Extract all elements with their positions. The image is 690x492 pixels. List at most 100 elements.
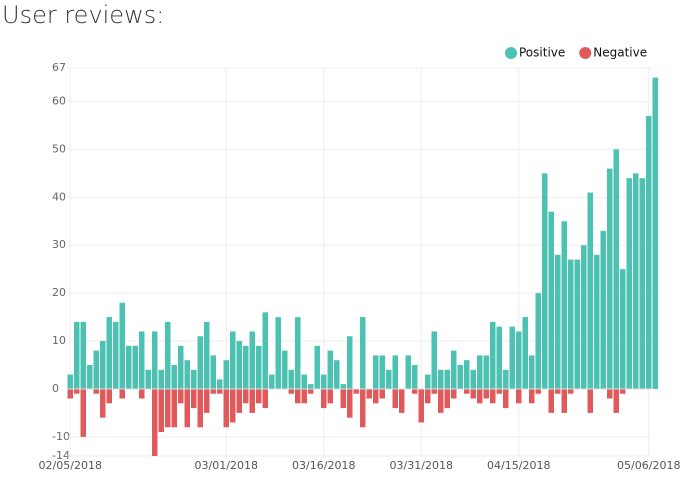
y-tick-label: 40 (52, 190, 66, 203)
bar (145, 369, 151, 389)
bar (262, 312, 268, 389)
bar (477, 388, 483, 404)
bar (503, 388, 509, 409)
bar (295, 317, 301, 389)
bar (652, 77, 658, 389)
bar (93, 388, 99, 394)
bar (607, 388, 613, 399)
bar (626, 178, 632, 389)
bar (483, 388, 489, 399)
bar (555, 254, 561, 389)
y-tick-label: 10 (52, 334, 66, 347)
bar (236, 388, 242, 413)
bar (223, 360, 229, 389)
bar (80, 321, 86, 389)
bar (574, 259, 580, 389)
bar (288, 388, 294, 394)
bar (392, 388, 398, 409)
bar (158, 369, 164, 389)
bar (412, 364, 418, 389)
bar (620, 388, 626, 394)
bar (379, 355, 385, 389)
bar (405, 355, 411, 389)
bar (210, 355, 216, 389)
bar (379, 388, 385, 399)
bar (204, 388, 210, 413)
bar (288, 369, 294, 389)
bar (561, 388, 567, 413)
bar (490, 388, 496, 404)
y-tick-label: 20 (52, 286, 66, 299)
bar (314, 345, 320, 389)
bar (464, 388, 470, 394)
bar (470, 369, 476, 389)
bar (373, 355, 379, 389)
bar (490, 321, 496, 389)
legend-label: Positive (519, 46, 565, 60)
bar (581, 245, 587, 389)
bar (542, 173, 548, 389)
bar (67, 374, 73, 389)
bar (249, 388, 255, 413)
bar (74, 321, 80, 389)
bar (308, 388, 314, 394)
bar (503, 369, 509, 389)
bar (191, 369, 197, 389)
bar (171, 364, 177, 389)
bar (197, 388, 203, 428)
bar (373, 388, 379, 404)
x-tick-label: 03/01/2018 (195, 459, 258, 472)
bar (620, 269, 626, 389)
bar (321, 388, 327, 409)
bar (555, 388, 561, 394)
bar (451, 388, 457, 399)
bar (152, 331, 158, 389)
bar (483, 355, 489, 389)
bar (217, 388, 223, 394)
bar (613, 388, 619, 413)
bar (516, 388, 522, 404)
bar (178, 345, 184, 389)
bar (496, 388, 502, 394)
chart-title: User reviews: (2, 1, 164, 29)
bar (444, 369, 450, 389)
y-tick-label: -14 (52, 449, 70, 462)
bar (178, 388, 184, 404)
bar (334, 360, 340, 389)
bar (243, 345, 249, 389)
y-tick-label: -10 (52, 430, 70, 443)
x-tick-label: 04/15/2018 (487, 459, 550, 472)
bar (282, 350, 288, 389)
bar (230, 331, 236, 389)
bar (106, 388, 112, 404)
bar (158, 388, 164, 433)
bar (301, 374, 307, 389)
bar (360, 317, 366, 389)
bar (594, 254, 600, 389)
bar (360, 388, 366, 428)
bar (568, 388, 574, 394)
bar (451, 350, 457, 389)
bar (256, 345, 262, 389)
bar (548, 211, 554, 389)
bar (431, 388, 437, 394)
bar (249, 331, 255, 389)
bar (184, 360, 190, 389)
bar (496, 326, 502, 389)
bar (438, 388, 444, 413)
bar (93, 350, 99, 389)
bar (100, 388, 106, 418)
bar (353, 388, 359, 394)
bar (366, 388, 372, 399)
bar (152, 388, 158, 456)
bar (165, 321, 171, 389)
bar (470, 388, 476, 399)
bar (529, 355, 535, 389)
x-tick-label: 05/06/2018 (617, 459, 680, 472)
bar (392, 355, 398, 389)
bar (74, 388, 80, 394)
bar (87, 364, 93, 389)
legend-marker (505, 47, 517, 59)
bar (529, 388, 535, 404)
bar (67, 388, 73, 399)
